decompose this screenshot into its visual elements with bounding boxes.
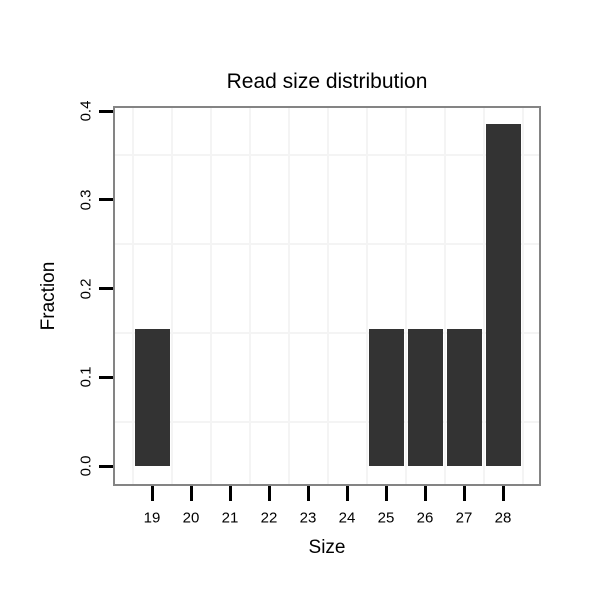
chart-title: Read size distribution	[226, 70, 428, 93]
x-tick-label: 26	[416, 509, 434, 527]
x-tick-mark	[150, 486, 154, 501]
x-tick-label: 25	[377, 509, 395, 527]
x-tick-label: 23	[299, 509, 317, 527]
gridline-vertical	[131, 108, 134, 484]
gridline-horizontal	[115, 331, 539, 334]
y-tick-label: 0.0	[77, 455, 95, 477]
x-tick-mark	[345, 486, 349, 501]
x-tick-label: 20	[182, 509, 200, 527]
gridline-vertical	[365, 108, 368, 484]
y-tick-mark	[99, 464, 113, 468]
x-tick-mark	[501, 486, 505, 501]
x-axis-label: Size	[308, 537, 346, 558]
x-tick-mark	[267, 486, 271, 501]
y-tick-label: 0.2	[77, 278, 95, 299]
bar	[368, 329, 404, 466]
x-tick-mark	[462, 486, 466, 501]
x-tick-label: 21	[221, 509, 239, 527]
gridline-vertical	[287, 108, 290, 484]
x-tick-label: 27	[455, 509, 473, 527]
y-tick-mark	[99, 287, 113, 290]
y-tick-mark	[99, 198, 113, 202]
gridline-vertical	[443, 108, 446, 484]
x-tick-label: 24	[338, 509, 356, 527]
y-tick-label: 0.1	[77, 366, 95, 388]
x-tick-label: 28	[494, 509, 512, 527]
x-tick-mark	[306, 486, 310, 501]
x-tick-label: 19	[143, 509, 161, 527]
plot-panel	[113, 106, 541, 486]
y-tick-label: 0.4	[77, 100, 95, 122]
gridline-horizontal	[115, 420, 539, 423]
x-tick-mark	[189, 486, 193, 501]
gridline-vertical	[248, 108, 251, 484]
gridline-vertical	[404, 108, 407, 484]
gridline-vertical	[521, 108, 524, 484]
gridline-horizontal	[115, 243, 539, 246]
gridline-vertical	[482, 108, 485, 484]
y-tick-mark	[99, 109, 113, 113]
bar	[485, 124, 521, 466]
y-tick-mark	[99, 375, 113, 379]
gridline-vertical	[209, 108, 212, 484]
x-tick-mark	[228, 486, 232, 501]
x-tick-label: 22	[260, 509, 278, 527]
gridline-vertical	[326, 108, 329, 484]
bar	[134, 329, 170, 466]
bar	[407, 329, 443, 466]
gridline-horizontal	[115, 154, 539, 157]
y-axis-label: Fraction	[38, 261, 59, 331]
bar	[446, 329, 482, 466]
x-tick-mark	[384, 486, 388, 501]
y-tick-label: 0.3	[77, 189, 95, 211]
x-tick-mark	[423, 486, 427, 501]
gridline-vertical	[170, 108, 173, 484]
